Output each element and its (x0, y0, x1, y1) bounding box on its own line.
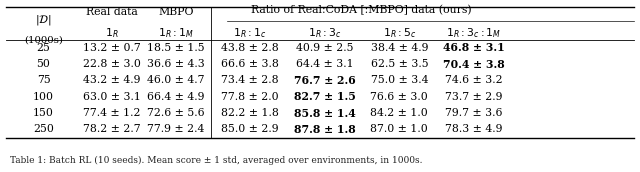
Text: $1_{\mathit{R}}{:}5_{\mathit{c}}$: $1_{\mathit{R}}{:}5_{\mathit{c}}$ (383, 26, 416, 40)
Text: $1_{\mathit{R}}{:}3_{\mathit{c}}{:}1_{\mathit{M}}$: $1_{\mathit{R}}{:}3_{\mathit{c}}{:}1_{\m… (446, 26, 501, 40)
Text: 13.2 ± 0.7: 13.2 ± 0.7 (83, 43, 141, 53)
Text: 43.2 ± 4.9: 43.2 ± 4.9 (83, 75, 141, 85)
Text: 50: 50 (36, 59, 51, 69)
Text: $1_{\mathit{R}}{:}1_{\mathit{c}}$: $1_{\mathit{R}}{:}1_{\mathit{c}}$ (233, 26, 266, 40)
Text: $|\mathcal{D}|$: $|\mathcal{D}|$ (35, 13, 52, 27)
Text: $1_{\mathit{R}}$: $1_{\mathit{R}}$ (105, 26, 119, 40)
Text: 78.3 ± 4.9: 78.3 ± 4.9 (445, 124, 502, 135)
Text: 82.7 ± 1.5: 82.7 ± 1.5 (294, 91, 355, 102)
Text: 77.9 ± 2.4: 77.9 ± 2.4 (147, 124, 205, 135)
Text: 79.7 ± 3.6: 79.7 ± 3.6 (445, 108, 502, 118)
Text: 18.5 ± 1.5: 18.5 ± 1.5 (147, 43, 205, 53)
Text: 43.8 ± 2.8: 43.8 ± 2.8 (221, 43, 278, 53)
Text: 85.8 ± 1.4: 85.8 ± 1.4 (294, 108, 355, 119)
Text: 250: 250 (33, 124, 54, 135)
Text: 25: 25 (36, 43, 51, 53)
Text: 62.5 ± 3.5: 62.5 ± 3.5 (371, 59, 428, 69)
Text: 63.0 ± 3.1: 63.0 ± 3.1 (83, 92, 141, 102)
Text: Real data: Real data (86, 7, 138, 17)
Text: 78.2 ± 2.7: 78.2 ± 2.7 (83, 124, 141, 135)
Text: 40.9 ± 2.5: 40.9 ± 2.5 (296, 43, 353, 53)
Text: 66.6 ± 3.8: 66.6 ± 3.8 (221, 59, 278, 69)
Text: 76.7 ± 2.6: 76.7 ± 2.6 (294, 75, 355, 86)
Text: 85.0 ± 2.9: 85.0 ± 2.9 (221, 124, 278, 135)
Text: 87.8 ± 1.8: 87.8 ± 1.8 (294, 124, 355, 135)
Text: 70.4 ± 3.8: 70.4 ± 3.8 (443, 59, 504, 69)
Text: 36.6 ± 4.3: 36.6 ± 4.3 (147, 59, 205, 69)
Text: 100: 100 (33, 92, 54, 102)
Text: MBPO: MBPO (158, 7, 194, 17)
Text: 72.6 ± 5.6: 72.6 ± 5.6 (147, 108, 205, 118)
Text: $1_{\mathit{R}}{:}3_{\mathit{c}}$: $1_{\mathit{R}}{:}3_{\mathit{c}}$ (308, 26, 341, 40)
Text: 75: 75 (36, 75, 51, 85)
Text: 77.4 ± 1.2: 77.4 ± 1.2 (83, 108, 141, 118)
Text: 46.8 ± 3.1: 46.8 ± 3.1 (443, 42, 504, 53)
Text: 73.4 ± 2.8: 73.4 ± 2.8 (221, 75, 278, 85)
Text: 66.4 ± 4.9: 66.4 ± 4.9 (147, 92, 205, 102)
Text: 64.4 ± 3.1: 64.4 ± 3.1 (296, 59, 353, 69)
Text: 75.0 ± 3.4: 75.0 ± 3.4 (371, 75, 428, 85)
Text: (1000s): (1000s) (24, 36, 63, 45)
Text: 82.2 ± 1.8: 82.2 ± 1.8 (221, 108, 278, 118)
Text: Table 1: Batch RL (10 seeds). Mean score ± 1 std, averaged over environments, in: Table 1: Batch RL (10 seeds). Mean score… (10, 155, 422, 165)
Text: 150: 150 (33, 108, 54, 118)
Text: $1_{\mathit{R}}{:}1_{\mathit{M}}$: $1_{\mathit{R}}{:}1_{\mathit{M}}$ (158, 26, 194, 40)
Text: 22.8 ± 3.0: 22.8 ± 3.0 (83, 59, 141, 69)
Text: 76.6 ± 3.0: 76.6 ± 3.0 (371, 92, 428, 102)
Text: 84.2 ± 1.0: 84.2 ± 1.0 (371, 108, 428, 118)
Text: 73.7 ± 2.9: 73.7 ± 2.9 (445, 92, 502, 102)
Text: Ratio of Real:CoDA [:MBPO] data (ours): Ratio of Real:CoDA [:MBPO] data (ours) (252, 5, 472, 15)
Text: 77.8 ± 2.0: 77.8 ± 2.0 (221, 92, 278, 102)
Text: 38.4 ± 4.9: 38.4 ± 4.9 (371, 43, 428, 53)
Text: 87.0 ± 1.0: 87.0 ± 1.0 (371, 124, 428, 135)
Text: 74.6 ± 3.2: 74.6 ± 3.2 (445, 75, 502, 85)
Text: 46.0 ± 4.7: 46.0 ± 4.7 (147, 75, 205, 85)
